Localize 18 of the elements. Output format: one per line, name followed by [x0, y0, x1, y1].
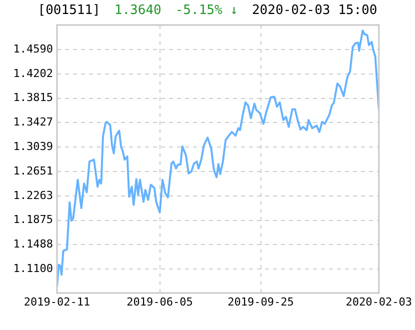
y-tick-label: 1.4202 — [13, 66, 53, 80]
y-tick-label: 1.1488 — [13, 238, 53, 251]
x-tick-label: 2019-02-11 — [24, 295, 90, 308]
text: -5.15% ↓ — [175, 3, 238, 18]
y-tick-label: 1.1875 — [13, 213, 53, 226]
text: 2020-02-03 15:00 — [252, 3, 378, 18]
y-tick-label: 1.4590 — [13, 42, 53, 56]
y-tick-label: 1.3815 — [13, 91, 53, 104]
x-tick-label: 2019-09-25 — [228, 295, 294, 308]
text: 1.3640 — [114, 3, 162, 18]
chart-title: [001511] — [38, 3, 100, 18]
y-tick-label: 1.3039 — [13, 140, 53, 153]
y-tick-label: 1.2263 — [13, 188, 53, 202]
x-tick-label: 2020-02-03 — [346, 295, 412, 308]
y-tick-label: 1.1100 — [13, 262, 53, 275]
y-tick-label: 1.2651 — [13, 164, 53, 178]
y-tick-label: 1.3427 — [13, 116, 53, 129]
x-tick-label: 2019-06-05 — [126, 295, 193, 308]
